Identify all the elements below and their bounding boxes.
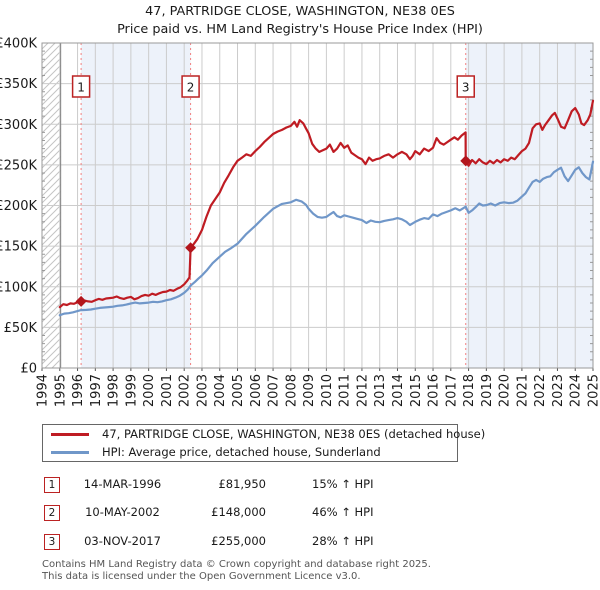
chart-legend: 47, PARTRIDGE CLOSE, WASHINGTON, NE38 0E… — [42, 424, 485, 462]
x-axis-label: 2017 — [444, 374, 459, 407]
table-row: 2 10-MAY-2002 £148,000 46% ↑ HPI — [0, 505, 600, 521]
series-line-1 — [58, 99, 595, 309]
x-axis-label: 2019 — [480, 374, 495, 407]
legend-item-hpi: HPI: Average price, detached house, Sund… — [43, 443, 457, 461]
license-footer: Contains HM Land Registry data © Crown c… — [42, 559, 582, 583]
y-axis-label: £300K — [0, 118, 37, 133]
x-axis-label: 2021 — [515, 374, 530, 407]
x-axis-label: 2003 — [195, 374, 210, 407]
x-axis-label: 1997 — [89, 374, 104, 407]
x-axis-label: 2024 — [569, 374, 584, 407]
x-axis-label: 2002 — [178, 374, 193, 407]
x-axis-label: 2007 — [267, 374, 282, 407]
x-axis-label: 2008 — [284, 374, 299, 407]
y-axis-label: £50K — [4, 321, 38, 336]
table-row: 3 03-NOV-2017 £255,000 28% ↑ HPI — [0, 534, 600, 550]
x-axis-label: 2023 — [551, 374, 566, 407]
property-line-swatch — [51, 432, 89, 436]
sale-price: £148,000 — [211, 505, 266, 519]
table-row: 1 14-MAR-1996 £81,950 15% ↑ HPI — [0, 477, 600, 493]
x-axis-label: 2001 — [160, 374, 175, 407]
sale-date: 10-MAY-2002 — [85, 505, 160, 519]
sale-number-box — [456, 75, 475, 98]
x-axis-label: 2025 — [587, 374, 600, 407]
y-axis-label: £250K — [0, 158, 37, 173]
plot-border — [41, 42, 594, 369]
sale-number-box-label: 3 — [462, 81, 470, 95]
sale-price: £81,950 — [218, 477, 266, 491]
sale-date: 03-NOV-2017 — [84, 534, 161, 548]
x-axis-label: 2012 — [355, 374, 370, 407]
x-axis-label: 2006 — [249, 374, 264, 407]
legend-label-hpi: HPI: Average price, detached house, Sund… — [102, 445, 381, 459]
legend-label-property: 47, PARTRIDGE CLOSE, WASHINGTON, NE38 0E… — [102, 427, 486, 441]
y-axis-label: £400K — [0, 37, 37, 52]
sale-price: £255,000 — [211, 534, 266, 548]
footer-line-1: Contains HM Land Registry data © Crown c… — [42, 559, 431, 570]
sale-number-badge: 1 — [44, 477, 60, 493]
x-axis-label: 2015 — [409, 374, 424, 407]
x-axis-label: 2020 — [498, 374, 513, 407]
x-axis-label: 2009 — [302, 374, 317, 407]
x-axis-label: 1994 — [36, 374, 51, 407]
x-axis-label: 1998 — [107, 374, 122, 407]
x-axis-label: 2005 — [231, 374, 246, 407]
sale-number-badge: 2 — [44, 505, 60, 521]
x-axis-label: 1999 — [124, 374, 139, 407]
x-axis-label: 2000 — [142, 374, 157, 407]
sale-number-box-label: 2 — [187, 81, 195, 95]
x-axis-label: 2022 — [533, 374, 548, 407]
price-history-chart: 1 2 3 £0 £50K £100K £150K £200K £250K £300K £350K £… — [0, 37, 600, 408]
y-axis-label: £0 — [20, 362, 37, 377]
sale-number-box — [181, 75, 200, 98]
y-axis-label: £150K — [0, 240, 37, 255]
series-line-0 — [58, 160, 595, 317]
x-axis-label: 1996 — [71, 374, 86, 407]
sale-marker-diamond — [185, 242, 197, 254]
hpi-line-swatch — [51, 450, 89, 454]
page-subtitle: Price paid vs. HM Land Registry's House … — [117, 22, 483, 37]
sale-hpi-delta: 46% ↑ HPI — [312, 505, 374, 519]
legend-item-property: 47, PARTRIDGE CLOSE, WASHINGTON, NE38 0E… — [43, 425, 485, 443]
sale-marker-diamond — [460, 155, 472, 167]
x-axis-label: 2013 — [373, 374, 388, 407]
sale-marker-diamond — [75, 295, 87, 307]
sale-number-box — [71, 75, 91, 98]
x-axis-label: 2016 — [427, 374, 442, 407]
y-axis-label: £350K — [0, 77, 37, 92]
x-axis-label: 2018 — [462, 374, 477, 407]
sale-hpi-delta: 15% ↑ HPI — [312, 477, 374, 491]
sale-date: 14-MAR-1996 — [83, 477, 162, 491]
sale-number-badge: 3 — [44, 534, 60, 550]
x-axis-label: 2011 — [338, 374, 353, 407]
x-axis-label: 1995 — [53, 374, 68, 407]
y-axis-label: £100K — [0, 280, 37, 295]
x-axis-label: 2010 — [320, 374, 335, 407]
y-axis-label: £200K — [0, 199, 37, 214]
sale-hpi-delta: 28% ↑ HPI — [312, 534, 374, 548]
x-axis-label: 2004 — [213, 374, 228, 407]
footer-line-2: This data is licensed under the Open Gov… — [42, 570, 361, 582]
page-title: 47, PARTRIDGE CLOSE, WASHINGTON, NE38 0E… — [145, 4, 455, 19]
sale-number-box-label: 1 — [77, 81, 85, 95]
x-axis-label: 2014 — [391, 374, 406, 407]
